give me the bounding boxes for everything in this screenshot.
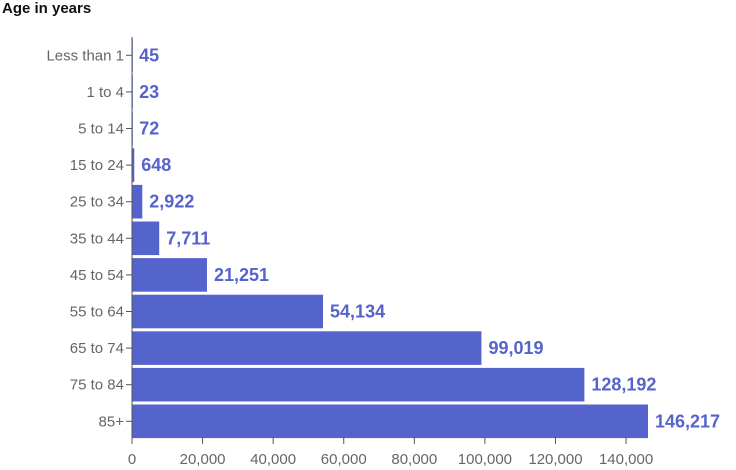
y-tick-label: 85+ — [99, 413, 125, 430]
bar — [132, 221, 160, 256]
data-label: 99,019 — [488, 338, 543, 358]
bar — [132, 404, 648, 439]
data-label: 45 — [139, 45, 159, 65]
x-tick-label: 20,000 — [180, 451, 226, 468]
x-tick-label: 0 — [128, 451, 136, 468]
y-tick-label: 5 to 14 — [78, 121, 124, 138]
y-tick-label: 65 to 74 — [70, 340, 124, 357]
bar — [132, 184, 143, 219]
data-label: 7,711 — [166, 228, 210, 248]
x-tick-label: 80,000 — [391, 451, 437, 468]
y-tick-label: 25 to 34 — [70, 194, 124, 211]
y-tick-label: 15 to 24 — [70, 157, 124, 174]
data-label: 23 — [139, 82, 159, 102]
x-tick-label: 60,000 — [321, 451, 367, 468]
x-tick-label: 100,000 — [458, 451, 512, 468]
y-tick-label: 1 to 4 — [86, 84, 124, 101]
data-label: 72 — [139, 119, 159, 139]
data-label: 146,217 — [655, 411, 720, 431]
y-tick-label: Less than 1 — [46, 47, 124, 64]
bar — [132, 294, 324, 329]
data-label: 648 — [141, 155, 171, 175]
data-label: 21,251 — [214, 265, 269, 285]
bar — [132, 367, 585, 402]
y-tick-label: 75 to 84 — [70, 377, 124, 394]
chart-title: Age in years — [2, 0, 92, 17]
bar — [132, 148, 135, 182]
data-label: 2,922 — [149, 192, 194, 212]
data-label: 54,134 — [330, 302, 385, 322]
y-tick-label: 35 to 44 — [70, 230, 124, 247]
x-tick-label: 40,000 — [250, 451, 296, 468]
y-tick-label: 55 to 64 — [70, 304, 124, 321]
x-tick-label: 120,000 — [528, 451, 582, 468]
x-tick-label: 140,000 — [599, 451, 653, 468]
data-label: 128,192 — [591, 375, 656, 395]
bar — [132, 331, 482, 365]
bar — [132, 258, 207, 292]
y-tick-label: 45 to 54 — [70, 267, 124, 284]
